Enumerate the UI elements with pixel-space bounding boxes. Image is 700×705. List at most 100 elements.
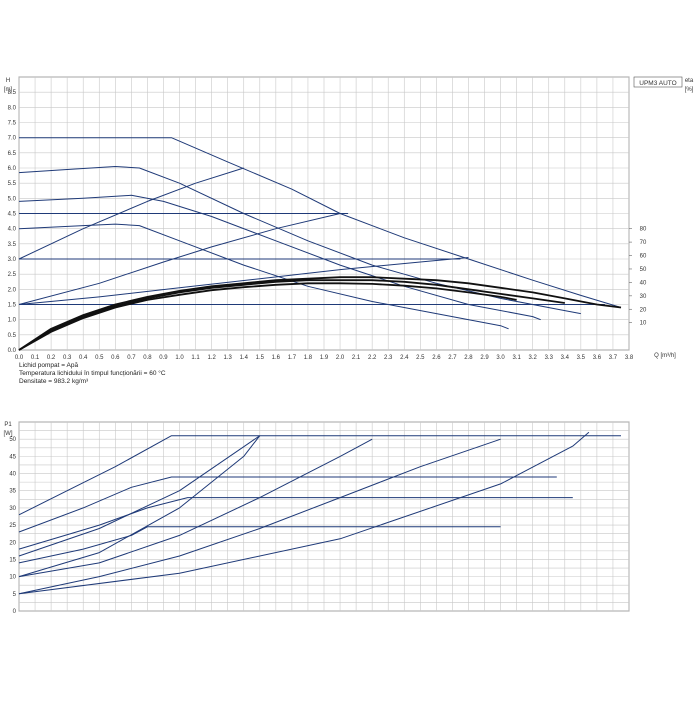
head-x-tick-label: 1.2 — [207, 355, 216, 361]
head-y-tick-label: 2.5 — [8, 272, 17, 278]
head-x-tick-label: 0.7 — [127, 355, 136, 361]
power-y-tick-label: 35 — [9, 489, 16, 495]
head-curve-efficiency-eta — [18, 276, 622, 351]
head-x-tick-label: 3.0 — [496, 355, 505, 361]
power-y-tick-label: 15 — [9, 557, 16, 563]
head-x-tick-label: 1.4 — [240, 355, 249, 361]
power-curve-p1-rise-c — [18, 438, 373, 578]
head-x-tick-label: 0.9 — [159, 355, 168, 361]
head-x-tick-label: 2.7 — [448, 355, 457, 361]
head-x-tick-label: 2.8 — [464, 355, 473, 361]
head-x-tick-label: 3.1 — [512, 355, 521, 361]
power-y-axis-label: P1 — [4, 422, 12, 428]
eta-tick-label: 10 — [640, 321, 647, 327]
head-y-axis-unit: [m] — [4, 87, 13, 93]
head-x-tick-label: 1.5 — [256, 355, 265, 361]
head-x-tick-label: 0.6 — [111, 355, 120, 361]
power-curve-p1-max-51-w — [18, 435, 621, 516]
head-curve-efficiency-eta-3 — [18, 282, 517, 351]
head-curve-control-line-3 — [18, 257, 469, 305]
head-curve-constant-curve-4-8-m — [18, 194, 541, 321]
power-y-tick-label: 10 — [9, 575, 16, 581]
power-curve-p1-rise-a — [18, 435, 261, 557]
head-x-tick-label: 0.1 — [31, 355, 40, 361]
head-curve-efficiency-eta-2 — [18, 279, 565, 351]
head-x-tick-label: 3.4 — [561, 355, 570, 361]
power-curve-p1-33-w — [18, 497, 573, 550]
eta-tick-label: 70 — [640, 240, 647, 246]
head-x-tick-label: 2.9 — [480, 355, 489, 361]
head-chart: 0.0 0.1 0.2 0.3 0.4 0.5 0.6 0.7 0.8 0.9 1.0 1.1 1.2 1… — [4, 76, 694, 361]
head-x-tick-label: 0.8 — [143, 355, 152, 361]
head-y-tick-label: 5.0 — [8, 196, 17, 202]
density-note: Densitate = 983.2 kg/m³ — [19, 378, 89, 385]
head-x-tick-label: 0.0 — [15, 355, 24, 361]
head-x-tick-label: 3.8 — [625, 355, 634, 361]
head-y-tick-label: 4.5 — [8, 212, 17, 218]
power-y-tick-label: 5 — [13, 592, 17, 598]
head-x-tick-label: 2.4 — [400, 355, 409, 361]
power-y-tick-label: 30 — [9, 506, 16, 512]
power-y-tick-label: 0 — [13, 609, 17, 615]
head-x-tick-label: 3.5 — [577, 355, 586, 361]
head-y-tick-label: 4.0 — [8, 227, 17, 233]
head-x-tick-label: 2.6 — [432, 355, 441, 361]
power-y-tick-label: 20 — [9, 540, 16, 546]
eta-tick-label: 80 — [640, 227, 647, 233]
head-curve-control-line-1 — [18, 167, 244, 260]
head-x-tick-label: 2.3 — [384, 355, 393, 361]
head-x-tick-label: 1.0 — [175, 355, 184, 361]
head-y-axis-label: H — [6, 78, 10, 84]
power-y-tick-label: 45 — [9, 454, 16, 460]
head-x-tick-label: 1.1 — [191, 355, 200, 361]
head-y-tick-label: 1.5 — [8, 303, 17, 309]
head-x-tick-label: 3.6 — [593, 355, 602, 361]
head-x-axis-label: Q [m³/h] — [654, 353, 676, 359]
head-y-tick-label: 7.0 — [8, 136, 17, 142]
eta-tick-label: 40 — [640, 280, 647, 286]
head-x-tick-label: 1.3 — [224, 355, 233, 361]
eta-tick-label: 30 — [640, 294, 647, 300]
head-y-tick-label: 2.0 — [8, 287, 17, 293]
head-x-tick-label: 0.4 — [79, 355, 88, 361]
head-x-tick-label: 1.8 — [304, 355, 313, 361]
head-x-tick-label: 0.5 — [95, 355, 104, 361]
head-y-tick-label: 8.0 — [8, 105, 17, 111]
head-x-tick-label: 3.2 — [529, 355, 538, 361]
head-x-tick-label: 2.0 — [336, 355, 345, 361]
head-x-tick-label: 3.7 — [609, 355, 618, 361]
head-x-tick-label: 1.6 — [272, 355, 281, 361]
head-y-tick-label: 5.5 — [8, 181, 17, 187]
head-y-tick-label: 8.5 — [8, 90, 17, 96]
head-x-tick-label: 1.9 — [320, 355, 329, 361]
power-y-tick-label: 50 — [9, 437, 16, 443]
eta-tick-label: 60 — [640, 254, 647, 260]
power-curve-p1-rise-b — [18, 435, 261, 578]
temperature-note: Temperatura lichidului în timpul funcțio… — [19, 370, 166, 377]
power-y-axis-unit: [W] — [4, 431, 13, 437]
head-x-tick-label: 2.5 — [416, 355, 425, 361]
head-x-tick-label: 3.3 — [545, 355, 554, 361]
head-y-tick-label: 0.0 — [8, 348, 17, 354]
power-chart: 0 5 10 15 20 25 30 35 40 45 50 P1 [W] — [4, 421, 630, 615]
power-curve-p1-rise-d — [18, 438, 501, 595]
eta-axis-label: eta — [685, 78, 694, 84]
eta-tick-label: 50 — [640, 267, 647, 273]
head-y-tick-label: 3.5 — [8, 242, 17, 248]
head-y-tick-label: 1.0 — [8, 318, 17, 324]
head-y-tick-label: 0.5 — [8, 333, 17, 339]
product-title-box — [633, 76, 683, 88]
head-x-tick-label: 2.1 — [352, 355, 361, 361]
head-x-tick-label: 0.3 — [63, 355, 72, 361]
fluid-note: Lichid pompat = Apă — [19, 362, 79, 369]
head-x-tick-label: 1.7 — [288, 355, 297, 361]
eta-axis-unit: [%] — [685, 87, 694, 93]
head-y-tick-label: 3.0 — [8, 257, 17, 263]
head-y-tick-label: 6.0 — [8, 166, 17, 172]
power-y-tick-label: 40 — [9, 472, 16, 478]
power-curve-p1-rise-e — [18, 431, 590, 595]
head-y-tick-label: 6.5 — [8, 151, 17, 157]
head-y-tick-label: 7.5 — [8, 121, 17, 127]
